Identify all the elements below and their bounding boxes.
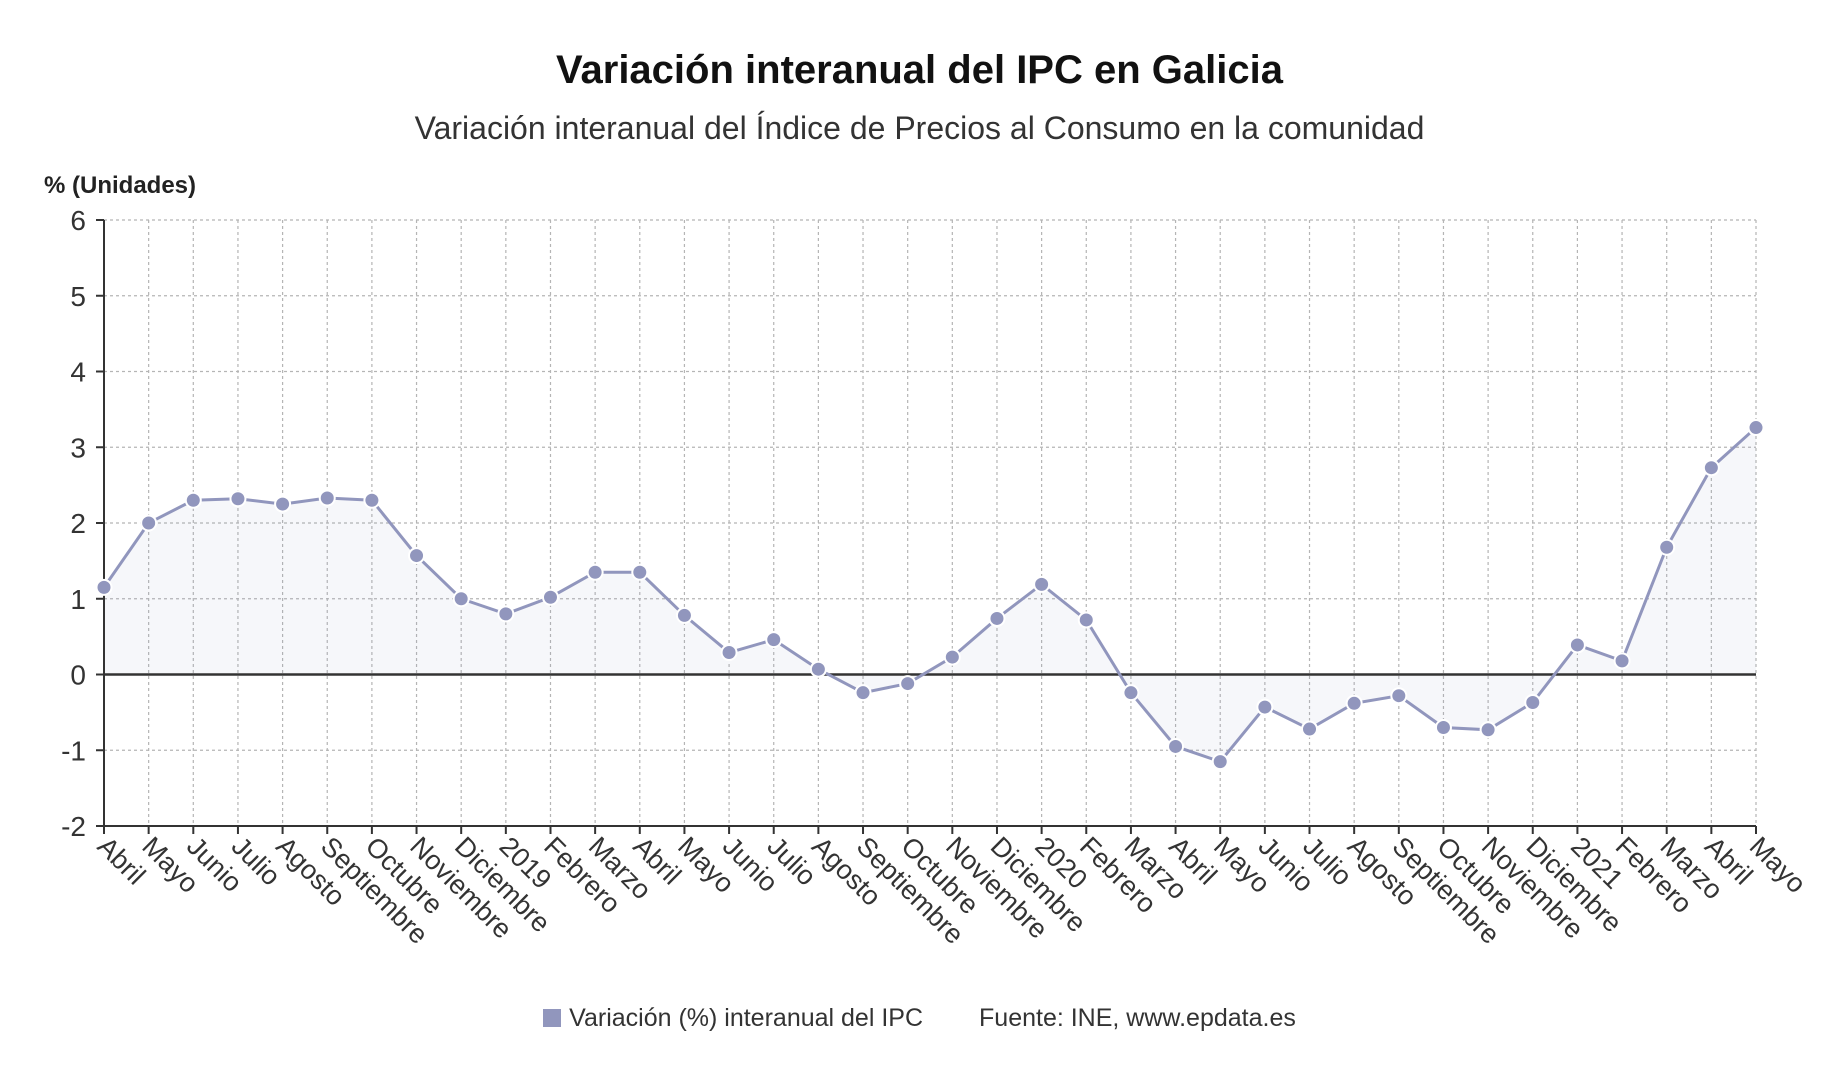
y-tick-label: -2 [61, 811, 86, 842]
line-area-chart: 6 5 4 3 2 1 0 -1 -2 AbrilMayoJunioJulioAgostoSep… [61, 205, 1812, 950]
data-point [408, 547, 426, 565]
data-point [95, 578, 113, 596]
data-point [1390, 687, 1408, 705]
data-point [1524, 694, 1542, 712]
data-point [675, 606, 693, 624]
series-area [104, 427, 1756, 762]
data-point [229, 490, 247, 508]
data-point [1122, 684, 1140, 702]
legend-label: Variación (%) interanual del IPC [569, 1004, 924, 1032]
data-point [1077, 611, 1095, 629]
data-point [1211, 753, 1229, 771]
y-axis-label: % (Unidades) [44, 172, 197, 199]
data-point [720, 644, 738, 662]
y-tick-label: 3 [70, 432, 86, 463]
chart-subtitle: Variación interanual del Índice de Preci… [414, 110, 1425, 146]
data-point [140, 514, 158, 532]
axes [96, 219, 1757, 834]
data-point [1747, 419, 1765, 437]
data-point [497, 605, 515, 623]
source-note: Fuente: INE, www.epdata.es [979, 1004, 1296, 1032]
data-point [854, 684, 872, 702]
data-point [1345, 694, 1363, 712]
y-tick-label: 1 [70, 584, 86, 615]
data-point [1613, 652, 1631, 670]
data-point [318, 489, 336, 507]
points-layer [95, 419, 1765, 771]
legend-swatch [543, 1009, 562, 1027]
y-tick-label: 2 [70, 508, 86, 539]
y-tick-label: 0 [70, 660, 86, 691]
data-point [274, 495, 292, 513]
data-point [899, 675, 917, 693]
data-point [1167, 737, 1185, 755]
y-tick-labels: 6 5 4 3 2 1 0 -1 -2 [61, 205, 86, 842]
data-point [363, 491, 381, 509]
area-layer [104, 427, 1756, 762]
data-point [809, 660, 827, 678]
x-tick-label: Abril [92, 831, 151, 890]
y-tick-label: 5 [70, 281, 86, 312]
data-point [1702, 459, 1720, 477]
data-point [1256, 698, 1274, 716]
data-point [631, 563, 649, 581]
chart-title: Variación interanual del IPC en Galicia [556, 48, 1283, 92]
data-point [184, 491, 202, 509]
data-point [1301, 720, 1319, 738]
data-point [1658, 538, 1676, 556]
data-point [452, 590, 470, 608]
data-point [1568, 636, 1586, 654]
y-tick-label: -1 [61, 735, 86, 766]
x-tick-labels: AbrilMayoJunioJulioAgostoSeptiembreOctub… [92, 831, 1812, 950]
data-point [943, 648, 961, 666]
data-point [765, 631, 783, 649]
y-tick-label: 4 [70, 357, 86, 388]
data-point [1434, 719, 1452, 737]
data-point [988, 609, 1006, 627]
data-point [541, 588, 559, 606]
legend: Variación (%) interanual del IPC Fuente: … [0, 1004, 1839, 1033]
data-point [1479, 721, 1497, 739]
data-point [1033, 575, 1051, 593]
data-point [586, 563, 604, 581]
y-tick-label: 6 [70, 205, 86, 236]
